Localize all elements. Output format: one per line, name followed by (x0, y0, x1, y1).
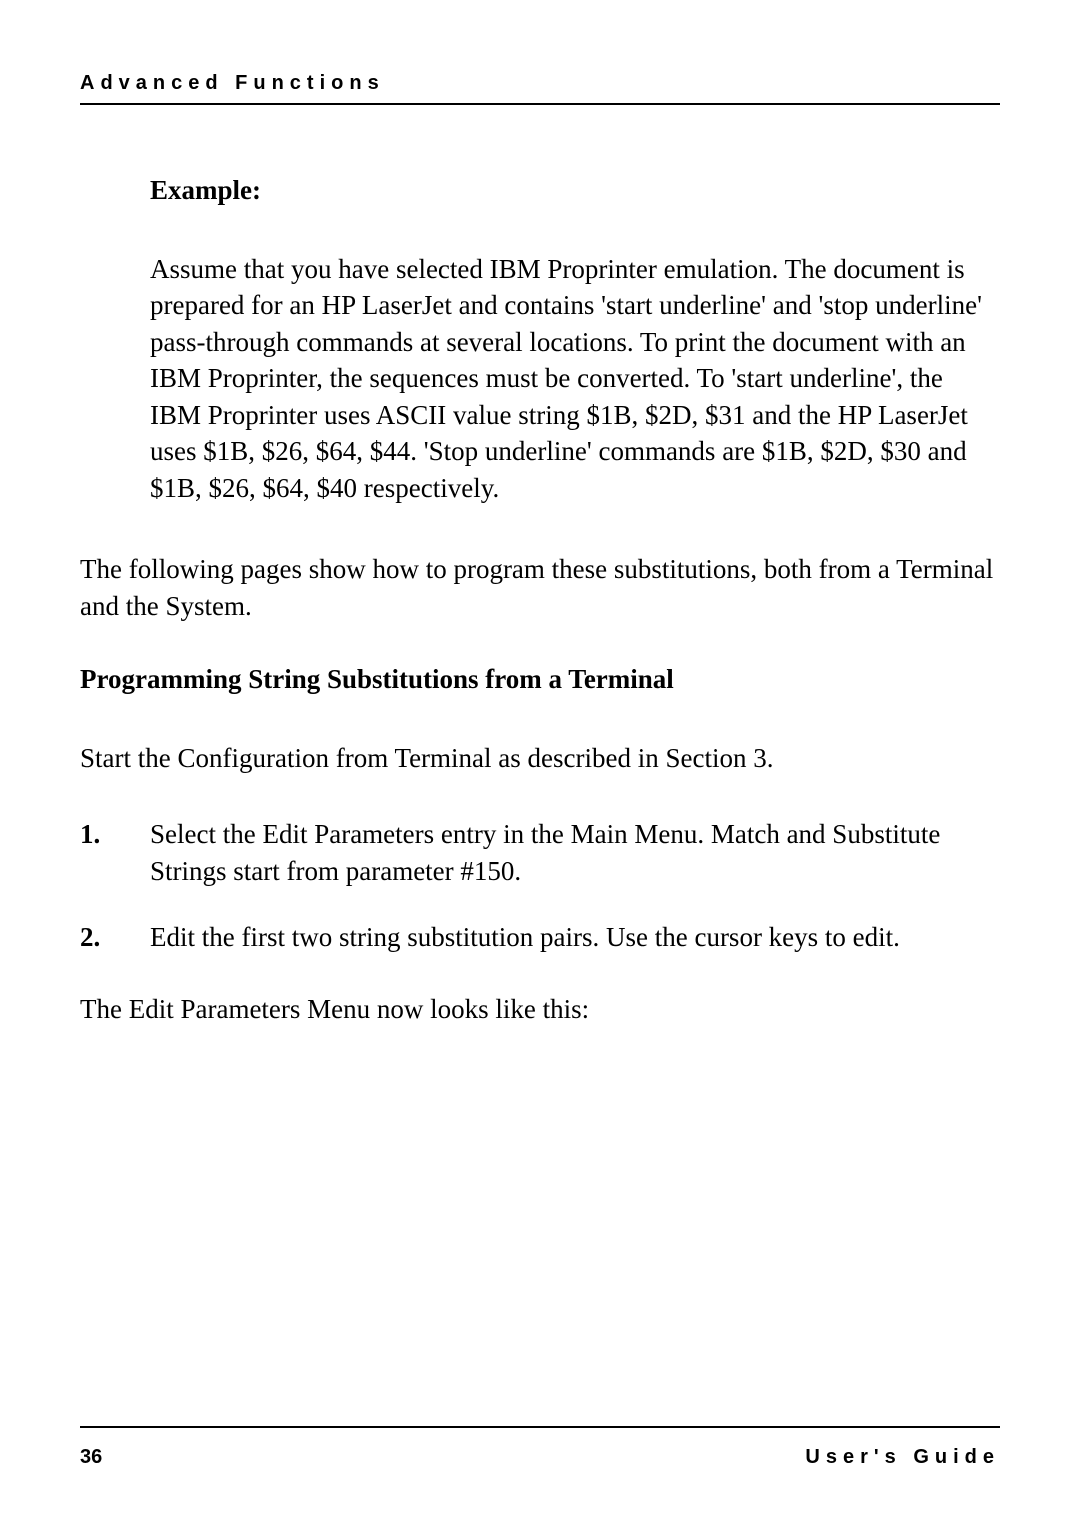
footer-row: 36 User's Guide (80, 1446, 1000, 1469)
page: Advanced Functions Example: Assume that … (0, 0, 1080, 1529)
page-number: 36 (80, 1446, 102, 1469)
example-body-text: Assume that you have selected IBM Propri… (150, 251, 1000, 506)
running-header: Advanced Functions (80, 72, 1000, 105)
ordered-steps-list: 1. Select the Edit Parameters entry in t… (80, 816, 1000, 955)
intro-paragraph: The following pages show how to program … (80, 551, 1000, 624)
list-item-text: Edit the first two string substitution p… (150, 919, 1000, 955)
closing-paragraph: The Edit Parameters Menu now looks like … (80, 991, 1000, 1027)
sub-heading: Programming String Substitutions from a … (80, 664, 1000, 695)
start-config-paragraph: Start the Configuration from Terminal as… (80, 740, 1000, 776)
guide-label: User's Guide (805, 1446, 1000, 1469)
list-item-number: 2. (80, 919, 150, 955)
example-block: Example: Assume that you have selected I… (150, 175, 1000, 506)
example-heading: Example: (150, 175, 1000, 206)
list-item-number: 1. (80, 816, 150, 889)
page-footer: 36 User's Guide (80, 1426, 1000, 1469)
list-item-text: Select the Edit Parameters entry in the … (150, 816, 1000, 889)
page-content: Example: Assume that you have selected I… (80, 105, 1000, 1027)
list-item: 2. Edit the first two string substitutio… (80, 919, 1000, 955)
footer-rule (80, 1426, 1000, 1428)
list-item: 1. Select the Edit Parameters entry in t… (80, 816, 1000, 889)
